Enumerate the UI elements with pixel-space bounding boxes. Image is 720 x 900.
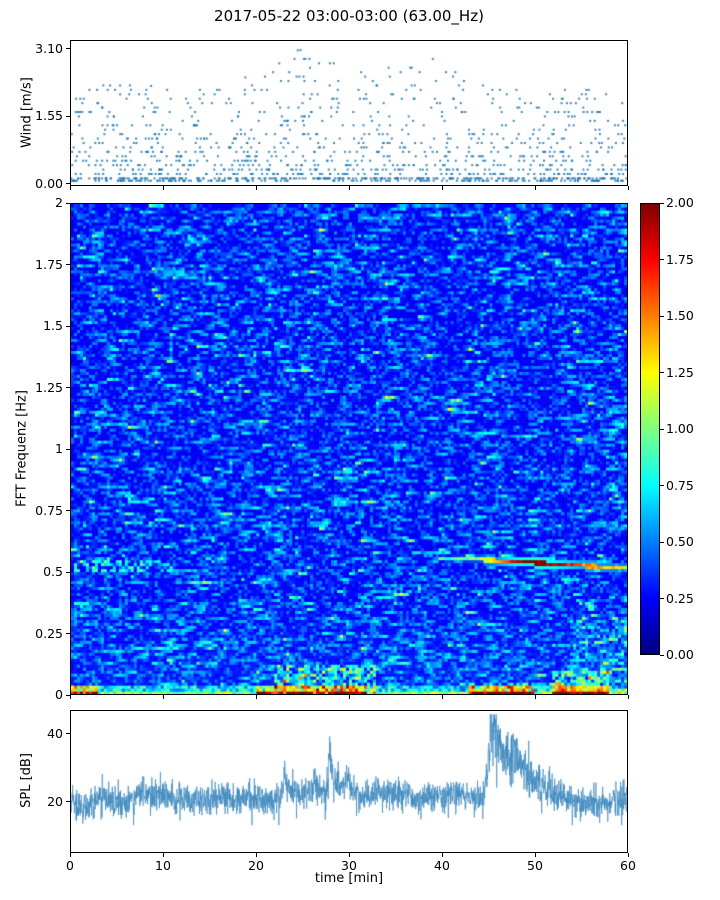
y-tick-label: 0.25 <box>35 625 63 641</box>
x-tick-mark <box>441 186 443 190</box>
x-tick-mark <box>69 695 71 699</box>
x-tick-label: 10 <box>155 858 171 873</box>
y-tick-mark <box>66 694 70 696</box>
y-tick-label: 1.25 <box>35 379 63 395</box>
y-tick-label: 1.55 <box>35 108 63 124</box>
x-tick-mark <box>534 853 536 857</box>
x-tick-label: 40 <box>434 858 450 873</box>
y-tick-label: 1.5 <box>43 318 63 333</box>
colorbar-canvas <box>641 204 659 654</box>
x-tick-mark <box>162 853 164 857</box>
y-tick-mark <box>66 510 70 511</box>
y-tick-mark <box>66 733 70 735</box>
colorbar-tick-mark <box>660 541 664 543</box>
colorbar-tick-label: 0.25 <box>666 590 694 606</box>
x-tick-mark <box>627 853 629 857</box>
y-tick-mark <box>66 571 70 573</box>
y-tick-mark <box>66 115 70 117</box>
x-tick-mark <box>255 853 257 857</box>
x-tick-mark <box>162 186 164 190</box>
colorbar-tick-label: 0.00 <box>666 647 694 662</box>
y-tick-label: 40 <box>47 725 63 741</box>
y-tick-label: 0.00 <box>35 175 63 191</box>
y-tick-mark <box>66 264 70 265</box>
chart-title: 2017-05-22 03:00-03:00 (63.00_Hz) <box>214 7 484 25</box>
x-tick-mark <box>627 186 629 190</box>
colorbar-tick-mark <box>660 315 664 317</box>
y-tick-label: 1.75 <box>35 256 63 272</box>
x-axis-label: time [min] <box>314 871 384 886</box>
x-tick-mark <box>255 186 257 190</box>
y-tick-label: 0.75 <box>35 502 63 518</box>
y-tick-label: 0.5 <box>43 564 63 579</box>
colorbar-tick-label: 1.50 <box>666 308 694 323</box>
x-tick-mark <box>534 695 536 699</box>
y-tick-label: 20 <box>47 793 63 809</box>
spectrogram-panel <box>70 203 628 695</box>
spl-line-panel <box>70 710 628 853</box>
x-tick-mark <box>441 853 443 857</box>
y-tick-mark <box>66 183 70 185</box>
y-tick-label: 2 <box>55 195 63 210</box>
x-tick-mark <box>162 695 164 699</box>
y-tick-mark <box>66 48 70 50</box>
y-tick-label: 0 <box>55 687 63 702</box>
x-tick-mark <box>441 695 443 699</box>
colorbar-tick-mark <box>660 485 664 486</box>
x-tick-mark <box>534 186 536 190</box>
y-tick-mark <box>66 633 70 634</box>
y-tick-mark <box>66 448 70 450</box>
x-tick-mark <box>348 186 350 190</box>
x-tick-label: 50 <box>527 858 543 873</box>
x-tick-mark <box>348 853 350 857</box>
y-tick-mark <box>66 202 70 204</box>
colorbar-tick-mark <box>660 372 664 373</box>
x-tick-mark <box>627 695 629 699</box>
x-tick-mark <box>348 695 350 699</box>
y-tick-mark <box>66 387 70 388</box>
spl-line-canvas <box>71 711 627 852</box>
colorbar-tick-mark <box>660 202 664 204</box>
colorbar-tick-mark <box>660 598 664 599</box>
x-tick-label: 0 <box>66 858 74 873</box>
wind-scatter-canvas <box>71 41 627 185</box>
colorbar-tick-mark <box>660 654 664 656</box>
y-tick-mark <box>66 801 70 803</box>
x-tick-label: 60 <box>620 858 636 873</box>
x-tick-label: 20 <box>248 858 264 873</box>
x-tick-mark <box>255 695 257 699</box>
y-tick-mark <box>66 325 70 327</box>
colorbar-tick-mark <box>660 259 664 260</box>
colorbar-tick-mark <box>660 428 664 430</box>
y-tick-label: 3.10 <box>35 40 63 56</box>
colorbar-tick-label: 1.25 <box>666 364 694 380</box>
spectrogram-canvas <box>71 204 627 694</box>
colorbar-tick-label: 0.75 <box>666 477 694 493</box>
colorbar <box>640 203 660 655</box>
x-tick-mark <box>69 186 71 190</box>
x-tick-mark <box>69 853 71 857</box>
colorbar-tick-label: 1.75 <box>666 251 694 267</box>
y-tick-label: 1 <box>55 441 63 456</box>
wind-scatter-panel <box>70 40 628 186</box>
colorbar-tick-label: 0.50 <box>666 534 694 549</box>
colorbar-tick-label: 1.00 <box>666 421 694 436</box>
x-tick-label: 30 <box>341 858 357 873</box>
colorbar-tick-label: 2.00 <box>666 195 694 210</box>
